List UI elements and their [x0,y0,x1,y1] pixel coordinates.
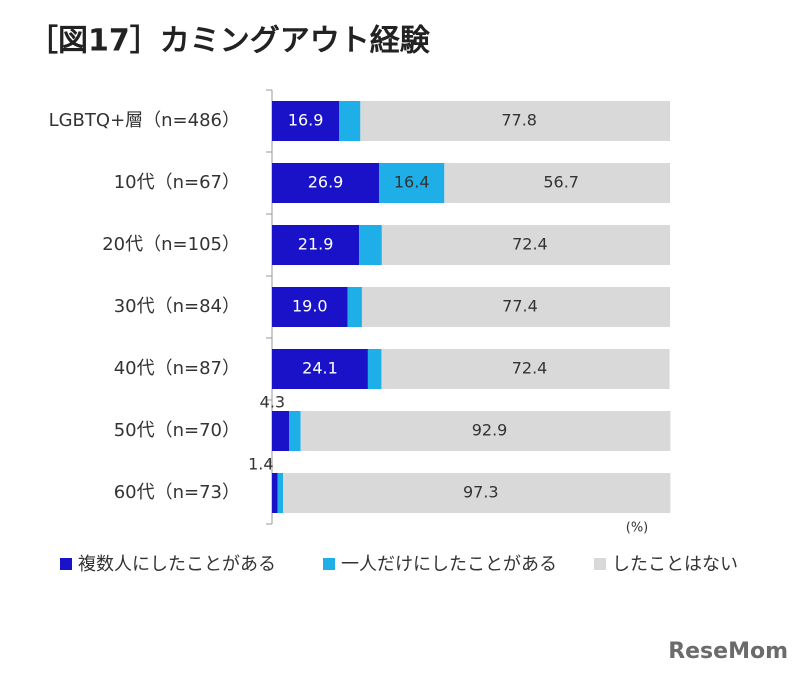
legend-label: 一人だけにしたことがある [341,554,557,575]
y-tick-label: 10代（n=67） [114,172,240,193]
legend-swatch [323,558,335,570]
data-label: 72.4 [512,359,548,378]
unit-label: (%) [626,521,649,536]
legend-swatch [60,558,72,570]
data-label: 24.1 [302,359,338,378]
legend-label: 複数人にしたことがある [78,554,276,575]
y-tick-label: 50代（n=70） [114,420,240,441]
data-label: 19.0 [292,297,328,316]
data-label: 16.4 [394,173,430,192]
bar-segment [289,411,301,451]
bar-segment [272,473,278,513]
bar-segment [359,225,382,265]
bar-segment [277,473,284,513]
bar-segment [379,163,445,203]
bar-segment [360,101,670,141]
y-tick-label: LGBTQ+層（n=486） [49,110,240,131]
bar-segment [272,163,380,203]
bar-segment [381,349,670,389]
bar-segment [381,225,670,265]
data-label: 77.8 [501,111,537,130]
bar-segment [272,411,290,451]
data-label: 4.3 [260,393,285,412]
legend-swatch [594,558,606,570]
bar-segment [272,349,368,389]
y-tick-label: 20代（n=105） [102,234,240,255]
data-label: 56.7 [543,173,579,192]
y-tick-label: 40代（n=87） [114,358,240,379]
chart-title: ［図17］カミングアウト経験 [28,24,431,59]
data-label: 92.9 [472,421,508,440]
legend-label: したことはない [612,554,738,575]
bar-segment [361,287,670,327]
y-tick-label: 60代（n=73） [114,482,240,503]
data-label: 16.9 [288,111,324,130]
bar-segment [339,101,361,141]
bar-segment [272,287,348,327]
data-label: 26.9 [308,173,344,192]
bar-segment [272,101,340,141]
bar-segment [272,225,360,265]
y-tick-label: 30代（n=84） [114,296,240,317]
bar-segment [300,411,671,451]
bar-segment [444,163,670,203]
data-label: 72.4 [512,235,548,254]
watermark: ReseMom [668,639,788,664]
data-label: 77.4 [502,297,538,316]
bar-segment [283,473,671,513]
data-label: 21.9 [298,235,334,254]
data-label: 1.4 [248,455,273,474]
bar-segment [347,287,362,327]
bar-segment [367,349,382,389]
data-label: 97.3 [463,483,499,502]
